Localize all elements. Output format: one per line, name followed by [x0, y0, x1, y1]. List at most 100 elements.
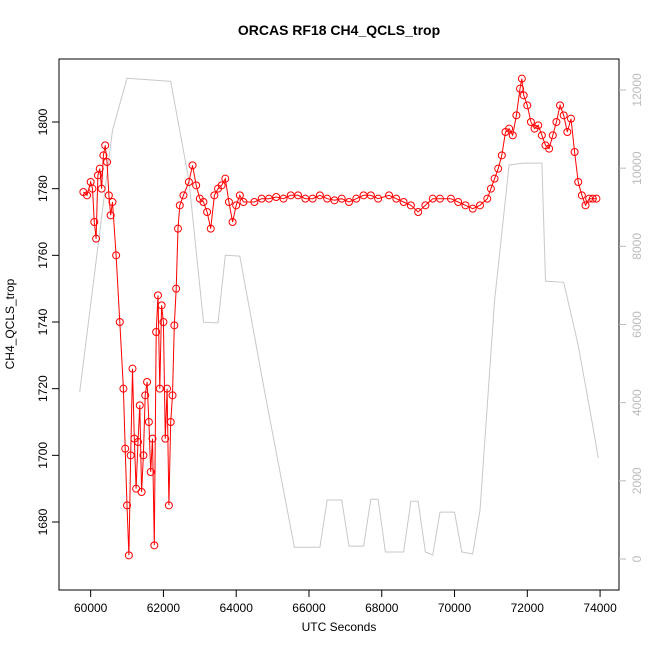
data-point: [133, 438, 142, 446]
data-point: [179, 191, 188, 200]
data-point: [526, 118, 535, 126]
data-point: [83, 191, 92, 200]
data-point: [210, 191, 219, 200]
data-point: [570, 148, 579, 156]
data-point: [224, 198, 233, 206]
data-point: [135, 401, 144, 410]
data-point: [337, 194, 346, 203]
data-point: [559, 111, 568, 120]
y2-tick-label: 10000: [630, 151, 644, 185]
data-point: [106, 211, 115, 220]
data-point: [221, 174, 230, 183]
data-point: [119, 384, 128, 393]
data-point: [144, 418, 153, 426]
data-point: [366, 191, 375, 200]
data-point: [494, 164, 503, 173]
data-point: [168, 391, 177, 400]
data-point: [184, 178, 193, 186]
data-point: [468, 204, 477, 213]
y2-tick-label: 2000: [630, 467, 644, 494]
y2-tick-label: 0: [630, 555, 644, 562]
data-point: [123, 501, 132, 510]
data-point: [534, 121, 543, 130]
x-tick-label: 64000: [220, 601, 254, 615]
data-point: [588, 194, 597, 203]
data-point: [188, 161, 197, 170]
data-point: [239, 198, 248, 206]
data-point: [505, 124, 514, 133]
data-point: [99, 151, 108, 160]
data-point: [164, 501, 173, 510]
x-tick-label: 70000: [438, 601, 472, 615]
y-tick-label: 1700: [36, 442, 50, 469]
data-point: [232, 201, 241, 210]
data-point: [115, 318, 124, 326]
data-point: [563, 128, 572, 136]
data-point: [523, 101, 532, 110]
data-point: [512, 111, 521, 120]
data-point: [566, 114, 575, 123]
y-tick-label: 1760: [36, 242, 50, 269]
data-point: [203, 208, 212, 216]
y-tick-label: 1740: [36, 308, 50, 335]
data-point: [519, 91, 528, 100]
data-point: [279, 194, 288, 203]
y-tick-label: 1780: [36, 175, 50, 202]
data-point: [139, 451, 148, 460]
data-point: [159, 318, 168, 326]
data-point: [574, 178, 583, 186]
y-tick-label: 1720: [36, 375, 50, 402]
data-point: [497, 151, 506, 160]
data-point: [163, 384, 172, 393]
data-point: [454, 198, 463, 206]
data-point: [545, 144, 554, 153]
data-point: [308, 194, 317, 203]
data-point: [121, 444, 130, 453]
data-point: [124, 551, 133, 560]
data-point: [345, 198, 354, 206]
data-point: [141, 391, 150, 400]
data-point: [170, 321, 179, 330]
x-tick-label: 62000: [147, 601, 181, 615]
data-point: [486, 184, 495, 193]
data-point: [101, 141, 110, 150]
data-point: [385, 191, 394, 200]
data-point: [517, 74, 526, 83]
x-tick-label: 68000: [365, 601, 399, 615]
data-point: [128, 364, 137, 373]
data-point: [374, 194, 383, 203]
y2-tick-label: 4000: [630, 389, 644, 416]
data-point: [157, 301, 166, 310]
data-point: [192, 181, 201, 190]
data-point: [435, 194, 444, 203]
data-point: [108, 198, 117, 206]
data-point: [143, 378, 152, 386]
y-axis-label: CH4_QCLS_trop: [3, 278, 17, 369]
data-point: [150, 541, 159, 550]
data-point: [577, 191, 586, 200]
data-point: [146, 468, 155, 476]
data-point: [483, 194, 492, 203]
data-point: [103, 158, 112, 166]
data-point: [399, 198, 408, 206]
data-point: [490, 174, 499, 183]
data-point: [112, 251, 121, 260]
data-point: [152, 328, 161, 336]
data-point: [235, 191, 244, 200]
x-tick-label: 66000: [292, 601, 326, 615]
data-point: [173, 224, 182, 233]
data-point: [392, 194, 401, 203]
data-point: [228, 218, 237, 226]
data-point: [95, 164, 104, 173]
series-line: [79, 77, 599, 556]
data-point: [250, 198, 259, 206]
data-point: [508, 131, 517, 140]
data-point: [537, 131, 546, 140]
data-point: [137, 488, 146, 496]
data-point: [414, 208, 423, 216]
data-point: [315, 191, 324, 200]
data-point: [97, 184, 106, 193]
y-tick-label: 1800: [36, 108, 50, 135]
